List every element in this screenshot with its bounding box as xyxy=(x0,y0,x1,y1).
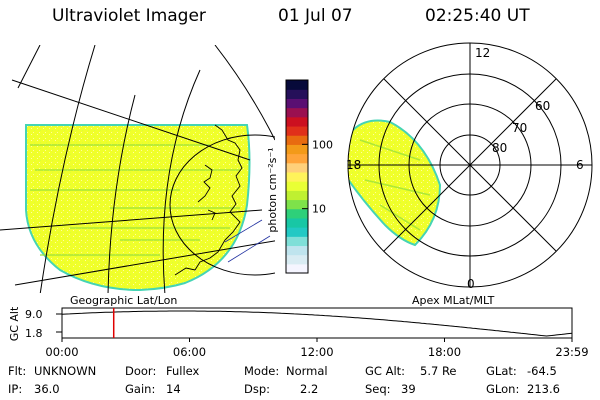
door-key: Door: xyxy=(125,364,157,378)
alt-xtick-label: 18:00 xyxy=(428,345,461,359)
dsp-key: Dsp: xyxy=(244,382,271,396)
colorbar-segment xyxy=(286,98,308,109)
colorbar-segment xyxy=(286,254,308,265)
alt-xtick-label: 23:59 xyxy=(555,345,588,359)
colorbar-segment xyxy=(286,227,308,237)
alt-ytick-low: 1.8 xyxy=(25,327,43,340)
colorbar-tick-label: 10 xyxy=(312,203,326,216)
polar-aurora-image xyxy=(348,119,442,247)
flt-value: UNKNOWN xyxy=(34,364,97,378)
mode-key: Mode: xyxy=(244,364,280,378)
alt-xtick-label: 00:00 xyxy=(45,345,78,359)
ip-value: 36.0 xyxy=(34,382,60,396)
colorbar-segment xyxy=(286,80,308,90)
altitude-plot: 00:00 06:00 12:00 18:00 23:59 9.0 1.8 GC Alt xyxy=(8,306,589,359)
mode-value: Normal xyxy=(286,364,328,378)
colorbar-segment xyxy=(286,190,308,201)
colorbar-segment xyxy=(286,263,308,274)
glon-key: GLon: xyxy=(486,382,520,396)
seq-key: Seq: xyxy=(365,382,391,396)
door-value: Fullex xyxy=(166,364,200,378)
time-label: 02:25:40 UT xyxy=(425,6,530,26)
colorbar-segment xyxy=(286,162,308,173)
colorbar-segment xyxy=(286,171,308,182)
date-label: 01 Jul 07 xyxy=(278,6,353,26)
polar-caption: Apex MLat/MLT xyxy=(412,294,495,307)
glat-key: GLat: xyxy=(486,364,517,378)
mlt-label-6: 6 xyxy=(576,158,584,172)
altitude-curve xyxy=(61,310,573,337)
colorbar-segment xyxy=(286,181,308,191)
gain-key: Gain: xyxy=(125,382,156,396)
alt-ytick-high: 9.0 xyxy=(25,308,43,321)
geo-coastline xyxy=(174,124,243,276)
colorbar-segment xyxy=(286,144,308,155)
colorbar-segment xyxy=(286,135,308,145)
flt-key: Flt: xyxy=(8,364,27,378)
mlt-label-12: 12 xyxy=(475,46,490,60)
glat-value: -64.5 xyxy=(527,364,557,378)
colorbar-segment xyxy=(286,208,308,219)
colorbar-segment xyxy=(286,107,308,118)
dsp-value: 2.2 xyxy=(300,382,319,396)
gain-value: 14 xyxy=(166,382,181,396)
mlt-label-0: 0 xyxy=(467,277,475,291)
colorbar-segment xyxy=(286,153,308,164)
geo-caption: Geographic Lat/Lon xyxy=(70,294,177,307)
colorbar-segment xyxy=(286,245,308,256)
colorbar-segment xyxy=(286,89,308,99)
colorbar-segment xyxy=(286,236,308,247)
colorbar-segment xyxy=(286,116,308,127)
mlt-label-18: 18 xyxy=(346,158,361,172)
gcalt-key: GC Alt: xyxy=(365,364,406,378)
colorbar-tick-label: 100 xyxy=(312,138,333,151)
colorbar: 100 10 xyxy=(285,79,333,274)
alt-xtick-label: 12:00 xyxy=(300,345,333,359)
alt-axis-label: GC Alt xyxy=(8,306,21,341)
glon-value: 213.6 xyxy=(527,382,560,396)
colorbar-segment xyxy=(286,217,308,228)
lat-label-80: 80 xyxy=(492,141,507,155)
colorbar-segment xyxy=(286,125,308,136)
alt-xtick-label: 06:00 xyxy=(173,345,206,359)
ip-key: IP: xyxy=(8,382,23,396)
instrument-title: Ultraviolet Imager xyxy=(52,6,206,26)
colorbar-segment xyxy=(286,199,308,210)
polar-panel: 12 6 0 18 60 70 80 xyxy=(346,42,593,291)
seq-value: 39 xyxy=(401,382,416,396)
gcalt-value: 5.7 Re xyxy=(420,364,457,378)
lat-label-60: 60 xyxy=(535,99,550,113)
geographic-panel xyxy=(0,45,275,293)
colorbar-unit-label: photon cm⁻²s⁻¹ xyxy=(266,147,279,232)
lat-label-70: 70 xyxy=(512,121,527,135)
